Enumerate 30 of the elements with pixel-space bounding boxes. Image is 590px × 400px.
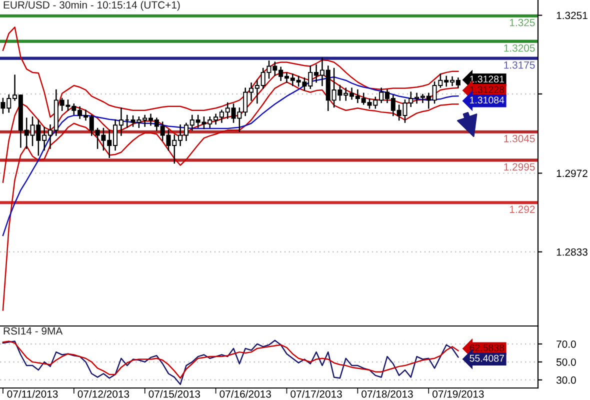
- line-series: [2, 26, 459, 118]
- x-tick-label: 07/17/2013: [290, 390, 342, 398]
- y-tick-label: 70.0: [556, 340, 576, 348]
- data-label: 55.4087: [470, 354, 504, 362]
- y-tick-label: 1.2833: [556, 248, 588, 256]
- ref-line-label: 1.325: [510, 18, 535, 26]
- ref-line-label: 1.292: [510, 206, 535, 214]
- chart-title: EUR/USD - 30min - 10:15:14 (UTC+1): [4, 1, 180, 11]
- x-tick-label: 07/19/2013: [432, 390, 484, 398]
- x-tick-label: 07/12/2013: [78, 390, 130, 398]
- x-tick-label: 07/16/2013: [220, 390, 271, 398]
- y-tick-label: 1.3251: [556, 12, 588, 20]
- line-series: [2, 81, 459, 311]
- y-tick-label: 30.0: [556, 376, 576, 384]
- chart-title: RSI14 - 9MA: [4, 327, 63, 335]
- y-tick-label: 1.2972: [556, 170, 588, 178]
- ref-line-label: 1.3205: [504, 44, 535, 52]
- line-series: [2, 340, 459, 379]
- data-label: 1.31084: [470, 96, 504, 104]
- data-label: 1.31228: [470, 86, 504, 94]
- x-tick-label: 07/15/2013: [148, 390, 200, 398]
- ref-line-label: 1.3045: [504, 134, 535, 142]
- text: 1.31281: [470, 76, 504, 83]
- line-series: [2, 340, 459, 386]
- data-label: 62.5838: [470, 344, 504, 352]
- x-tick-label: 07/11/2013: [7, 390, 58, 398]
- ref-line-label: 1.2995: [504, 163, 535, 171]
- y-tick-label: 50.0: [556, 358, 576, 366]
- ref-line-label: 1.3175: [504, 61, 535, 69]
- x-tick-label: 07/18/2013: [362, 390, 413, 398]
